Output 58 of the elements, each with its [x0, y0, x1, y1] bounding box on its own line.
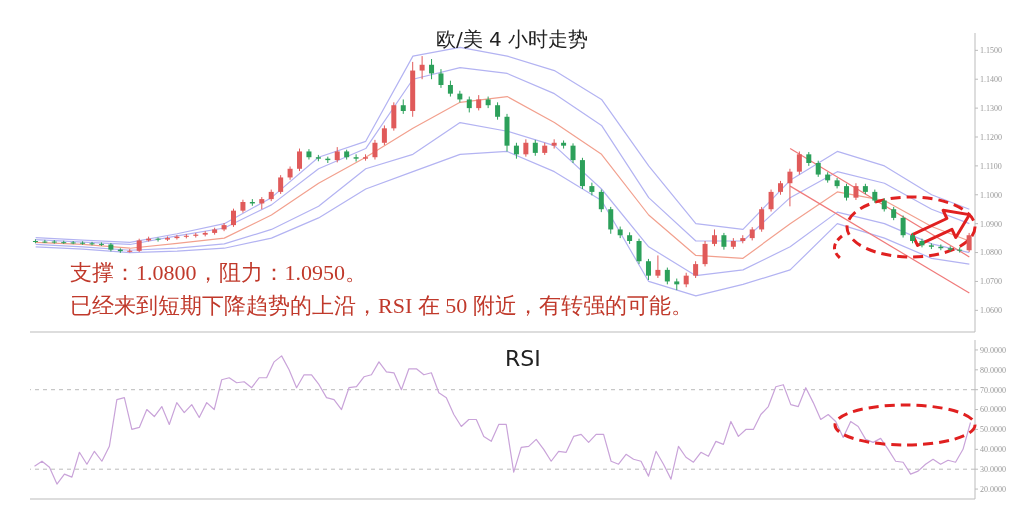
- candlestick: [438, 68, 444, 89]
- candlestick: [787, 168, 793, 207]
- candlestick: [796, 150, 802, 176]
- candlestick: [768, 189, 774, 213]
- candlestick: [231, 208, 236, 228]
- y-tick-label: 1.0600: [980, 306, 1002, 316]
- chart-title: RSI: [505, 346, 541, 371]
- y-tick-label: 60.0000: [980, 405, 1006, 415]
- candlestick: [278, 174, 284, 195]
- y-tick-label: 1.0700: [980, 277, 1002, 287]
- candlestick: [287, 165, 293, 181]
- candlestick: [306, 148, 312, 161]
- y-tick-label: 1.1400: [980, 75, 1002, 85]
- candlestick: [221, 222, 227, 232]
- annotation: 已经来到短期下降趋势的上沿，RSI 在 50 附近，有转强的可能。: [70, 292, 693, 320]
- y-tick-label: 1.1300: [980, 103, 1002, 113]
- candlestick: [419, 55, 425, 80]
- candlestick: [900, 215, 906, 239]
- candlestick: [702, 240, 708, 267]
- candlestick: [570, 142, 576, 164]
- chart-title: 欧/美 4 小时走势: [435, 26, 589, 53]
- candlestick: [645, 258, 651, 281]
- candlestick: [957, 246, 963, 254]
- annotation: 支撑：1.0800，阻力：1.0950。: [70, 259, 367, 287]
- candlestick: [391, 101, 397, 132]
- y-tick-label: 90.0000: [980, 345, 1006, 355]
- candlestick: [372, 139, 378, 161]
- candlestick: [80, 240, 86, 246]
- candlestick: [759, 206, 765, 233]
- y-tick-label: 50.0000: [980, 425, 1006, 435]
- y-tick-label: 40.0000: [980, 445, 1006, 455]
- y-tick-label: 1.0900: [980, 219, 1002, 229]
- candlestick: [89, 241, 95, 246]
- candlestick: [51, 239, 57, 245]
- candlestick: [127, 248, 133, 254]
- candlestick: [966, 232, 972, 253]
- candlestick: [589, 182, 595, 196]
- candlestick: [98, 241, 104, 247]
- candlestick: [429, 58, 435, 80]
- y-tick-label: 20.0000: [980, 484, 1006, 494]
- candlestick: [381, 124, 387, 146]
- y-tick-label: 80.0000: [980, 365, 1006, 375]
- y-tick-label: 1.1500: [980, 46, 1002, 56]
- candlestick: [655, 254, 661, 279]
- y-tick-label: 30.0000: [980, 465, 1006, 475]
- line-series: [35, 95, 970, 259]
- candlestick: [636, 238, 642, 265]
- candlestick: [598, 189, 604, 213]
- candlestick: [297, 148, 303, 172]
- candlestick: [353, 153, 359, 163]
- candlestick: [42, 239, 48, 244]
- y-tick-label: 1.1100: [980, 161, 1002, 171]
- candlestick: [608, 206, 614, 235]
- candlestick: [155, 237, 161, 243]
- y-tick-label: 1.1200: [980, 132, 1002, 142]
- y-tick-label: 1.1000: [980, 190, 1002, 200]
- y-tick-label: 1.0800: [980, 248, 1002, 258]
- y-tick-label: 70.0000: [980, 385, 1006, 395]
